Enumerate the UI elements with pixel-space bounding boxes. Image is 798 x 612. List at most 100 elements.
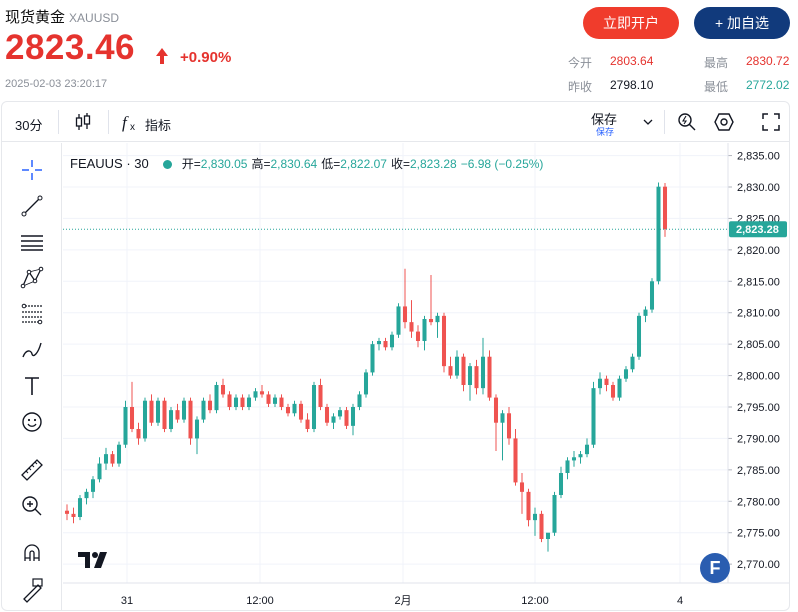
candle-body <box>474 366 479 389</box>
horizontal-lines-icon[interactable] <box>19 229 45 255</box>
candle-body <box>214 385 219 411</box>
emoji-icon[interactable] <box>19 409 45 435</box>
candle-body <box>558 473 564 495</box>
y-tick-label: 2,820.00 <box>737 245 780 257</box>
ruler-icon[interactable] <box>19 457 45 483</box>
candle-body <box>64 510 70 514</box>
fibonacci-icon[interactable] <box>19 301 45 327</box>
quick-search-icon[interactable] <box>676 111 698 133</box>
stat-low: 最低 2772.02 <box>704 78 790 94</box>
candle-body <box>578 454 583 458</box>
candle-body <box>149 400 154 423</box>
fullscreen-icon[interactable] <box>760 111 782 133</box>
y-tick-label: 2,830.00 <box>737 182 780 194</box>
time-axis: 31 12:00 2月 12:00 4 <box>63 582 789 607</box>
candle-body <box>233 397 239 407</box>
legend-close-key: 收= <box>390 157 410 171</box>
crosshair-icon[interactable] <box>19 157 45 183</box>
y-tick-label: 2,775.00 <box>737 528 780 540</box>
candle-body <box>532 513 538 521</box>
candle-body <box>513 438 518 483</box>
candle-body <box>506 413 512 439</box>
last-price-tag <box>729 221 787 238</box>
x-tick-label: 31 <box>121 595 133 607</box>
legend-high-key: 高= <box>251 157 271 171</box>
magnet-icon[interactable] <box>19 541 45 567</box>
ohlc-legend: FEAUUS · 30 开=2,830.05 高=2,830.64 低=2,822.0… <box>70 155 547 172</box>
candles <box>64 182 668 552</box>
candle-body <box>519 482 525 492</box>
candle-body <box>220 385 226 395</box>
toolbar-divider <box>58 110 59 134</box>
last-price: 2823.46 <box>5 28 136 67</box>
candle-body <box>90 479 96 492</box>
candle-body <box>526 491 531 521</box>
function-fx-icon[interactable]: f x <box>119 111 141 133</box>
fx-watermark-logo: F <box>700 553 730 583</box>
chart-toolbar: 30分 f x 指标 保存 保存 <box>2 102 789 142</box>
candle-style-icon[interactable] <box>72 111 94 133</box>
text-tool-icon[interactable] <box>19 373 45 399</box>
trend-line-icon[interactable] <box>19 193 45 219</box>
y-tick-label: 2,810.00 <box>737 308 780 320</box>
candle-body <box>155 400 161 423</box>
legend-low-key: 低= <box>321 157 341 171</box>
add-watchlist-button[interactable]: + 加自选 <box>694 7 790 39</box>
chevron-down-icon[interactable] <box>640 112 656 132</box>
candle-body <box>337 410 343 417</box>
legend-high: 2,830.64 <box>270 157 318 171</box>
chart-widget: 30分 f x 指标 保存 保存 <box>1 101 790 611</box>
grid-lines <box>63 143 728 583</box>
candle-body <box>636 315 642 357</box>
candle-body <box>617 378 622 398</box>
drawing-tools-sidebar <box>2 143 62 610</box>
toolbar-divider <box>664 110 665 134</box>
zoom-in-icon[interactable] <box>19 493 45 519</box>
stat-prev-close: 昨收 2798.10 <box>568 78 654 94</box>
tradingview-logo[interactable] <box>76 546 110 572</box>
open-account-button[interactable]: 立即开户 <box>583 7 679 39</box>
candle-body <box>448 366 453 376</box>
candle-body <box>428 319 434 323</box>
x-tick-label: 12:00 <box>521 595 549 607</box>
save-button[interactable]: 保存 <box>591 112 618 127</box>
candle-body <box>584 444 590 455</box>
y-tick-label: 2,790.00 <box>737 433 780 445</box>
pattern-tool-icon[interactable] <box>19 265 45 291</box>
y-tick-label: 2,795.00 <box>737 402 780 414</box>
candle-body <box>656 186 661 282</box>
candle-body <box>227 394 232 407</box>
candle-body <box>188 400 193 439</box>
candle-body <box>142 400 148 439</box>
candle-body <box>324 407 330 423</box>
brush-icon[interactable] <box>19 337 45 363</box>
price-chart[interactable]: 2,770.00 2,775.00 2,780.00 2,785.00 2,790.00… <box>63 143 790 611</box>
interval-selector[interactable]: 30分 <box>15 118 43 133</box>
candle-body <box>454 356 460 376</box>
candle-body <box>376 341 382 345</box>
instrument-name: 现货黄金 <box>5 9 66 26</box>
candle-body <box>435 315 440 323</box>
lock-drawings-icon[interactable] <box>19 577 45 603</box>
stat-high: 最高 2830.72 <box>704 54 790 70</box>
candle-body <box>162 400 167 429</box>
candle-body <box>285 407 291 414</box>
candle-body <box>441 315 447 367</box>
candle-body <box>415 331 421 341</box>
market-status-dot <box>162 160 172 169</box>
candle-body <box>246 397 252 407</box>
indicators-button[interactable]: 指标 <box>145 118 172 133</box>
price-axis: 2,770.00 2,775.00 2,780.00 2,785.00 2,790.00… <box>63 143 787 583</box>
candle-body <box>422 319 427 341</box>
candlestick-chart[interactable]: 2,770.00 2,775.00 2,780.00 2,785.00 2,790.00… <box>63 143 790 611</box>
y-tick-label: 2,770.00 <box>737 559 780 571</box>
candle-body <box>363 372 369 395</box>
settings-icon[interactable] <box>713 111 735 133</box>
candle-body <box>168 410 174 429</box>
candle-body <box>181 400 187 420</box>
x-tick-label: 12:00 <box>246 595 274 607</box>
toolbar-divider <box>108 110 109 134</box>
y-tick-label: 2,785.00 <box>737 465 780 477</box>
instrument-symbol: XAUUSD <box>69 11 120 25</box>
